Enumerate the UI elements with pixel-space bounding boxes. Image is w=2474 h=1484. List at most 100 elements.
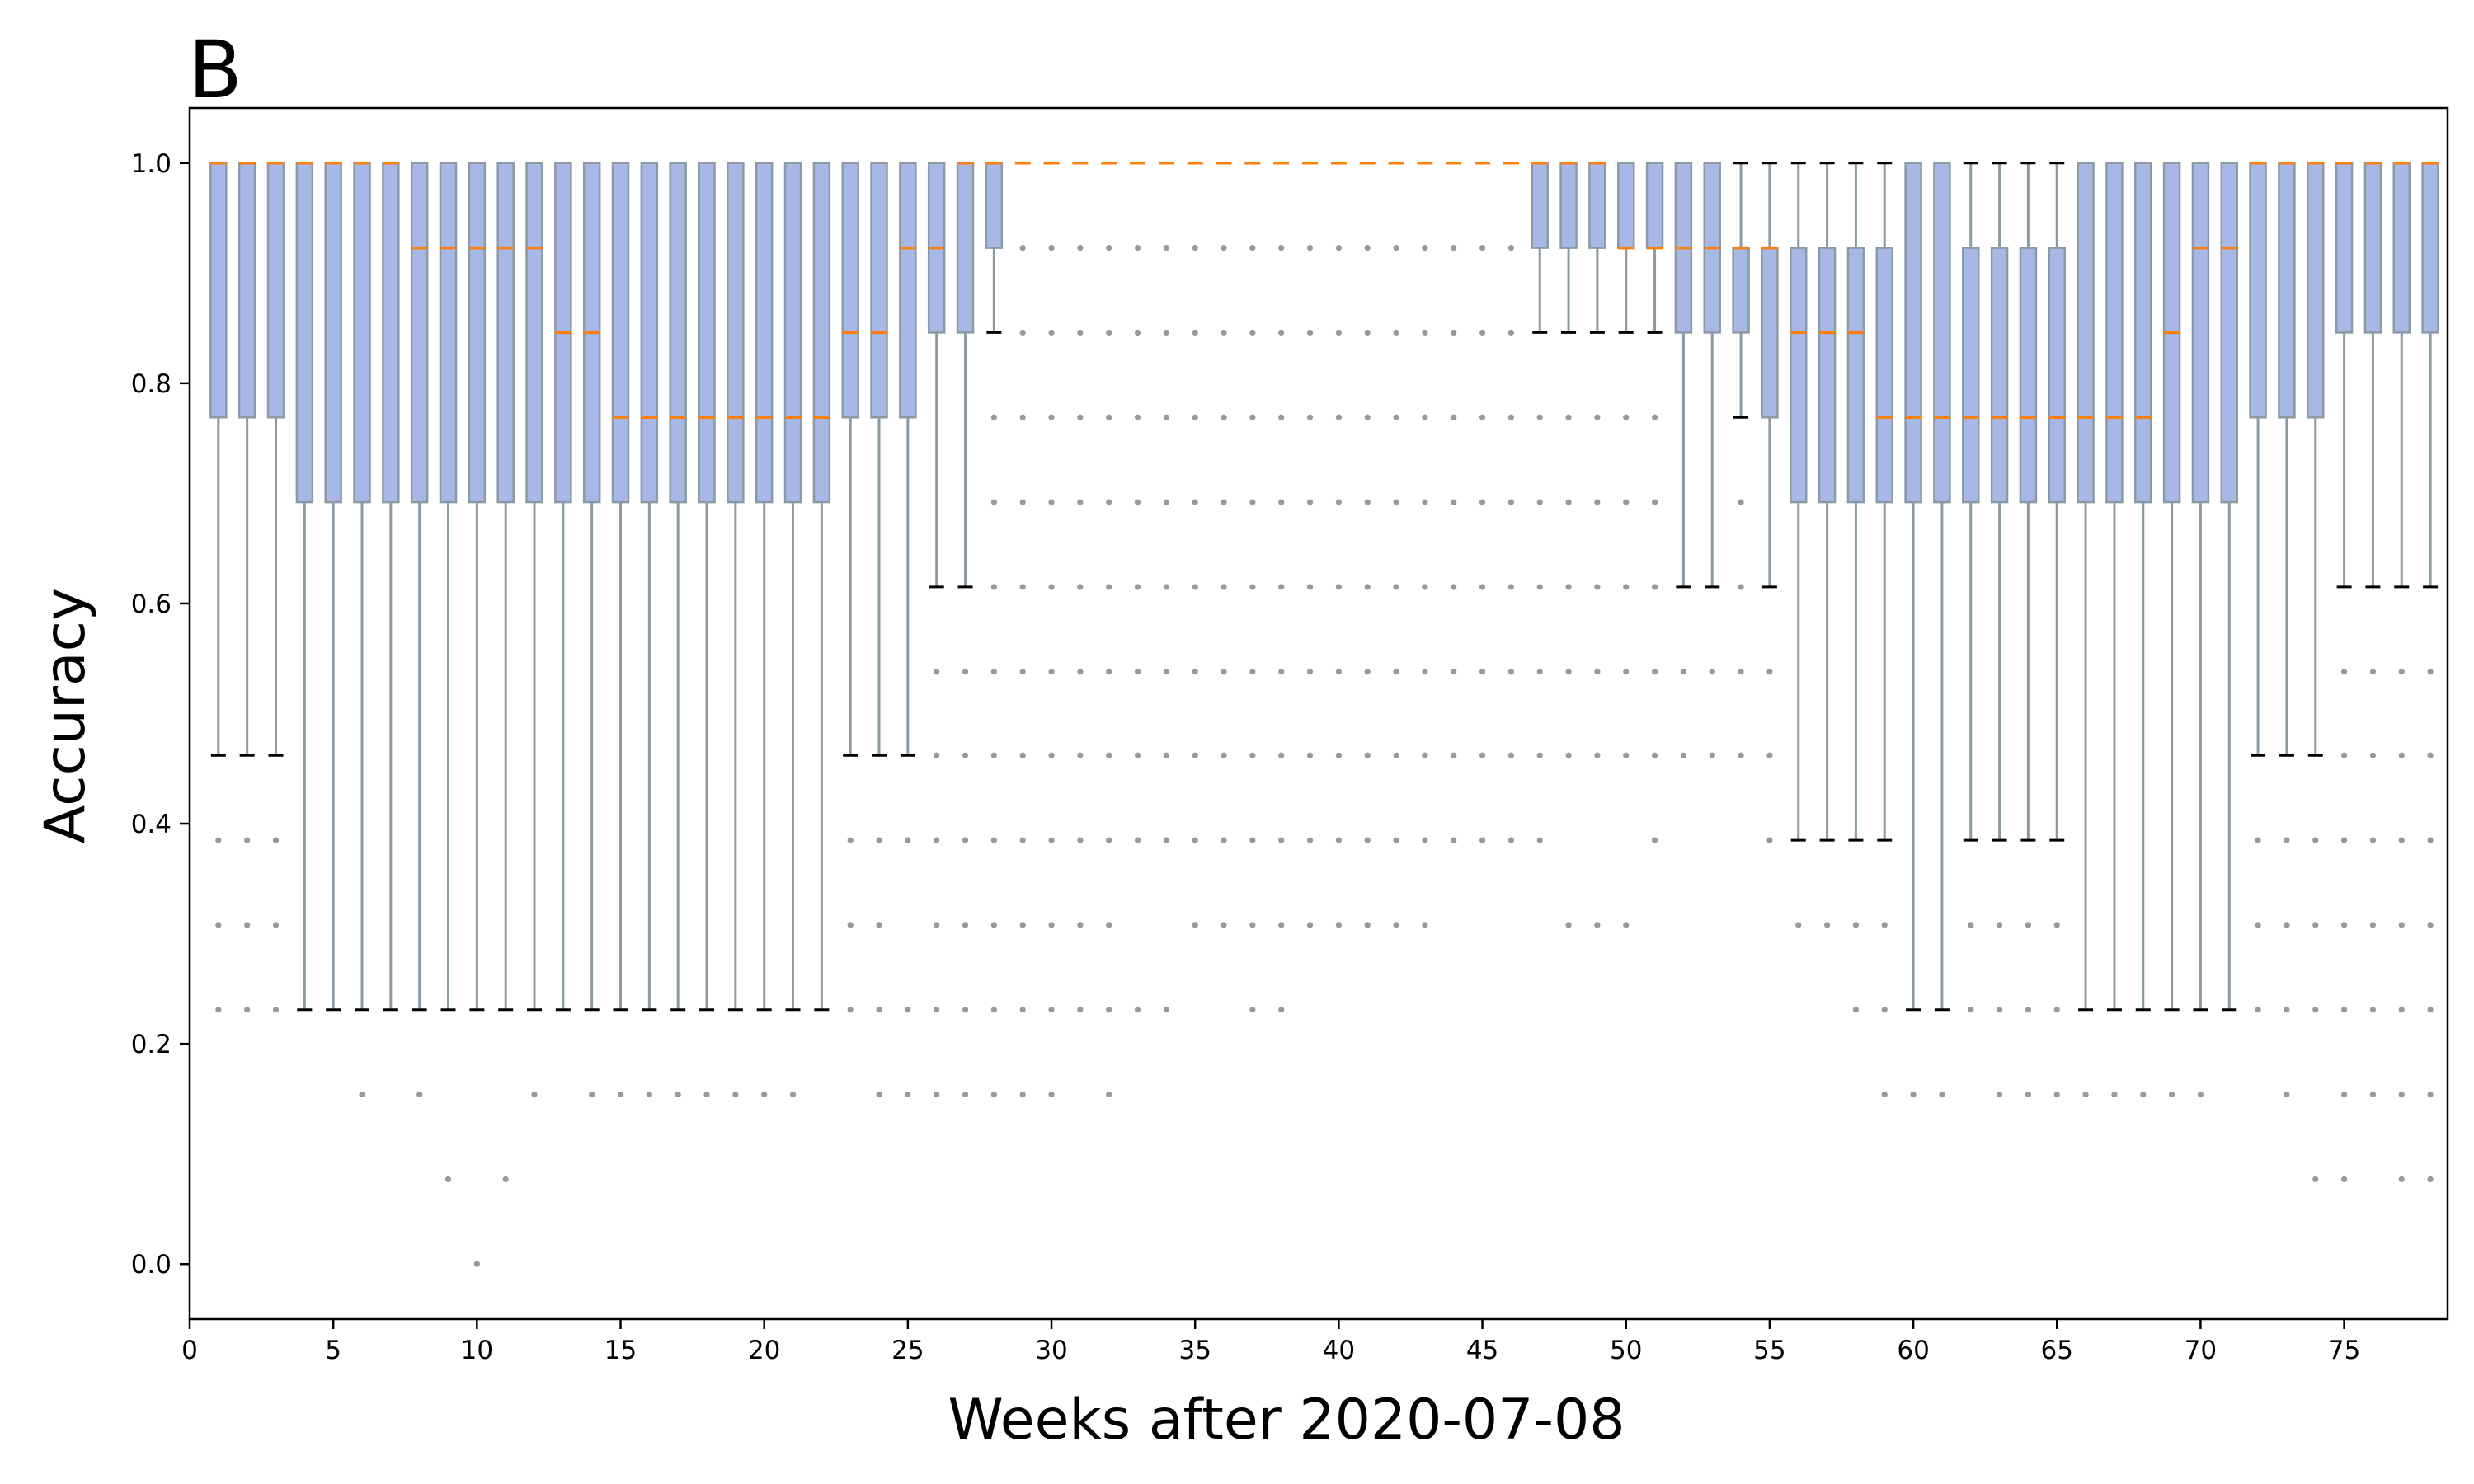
- x-tick-label: 10: [461, 1336, 493, 1365]
- flier-point: [1106, 414, 1112, 420]
- iqr-box: [2307, 162, 2325, 419]
- flier-point: [934, 669, 940, 675]
- boxplot-week-18: [698, 162, 716, 1098]
- flier-point: [1221, 669, 1227, 675]
- flier-point: [1106, 837, 1112, 843]
- flier-point: [1335, 669, 1342, 675]
- boxplot-week-42: [1388, 162, 1404, 928]
- iqr-box: [209, 162, 228, 419]
- flier-point: [2369, 1091, 2377, 1098]
- flier-point: [934, 922, 940, 928]
- flier-point: [1479, 837, 1486, 843]
- flier-point: [1335, 922, 1342, 928]
- flier-point: [1422, 837, 1428, 843]
- flier-point: [531, 1091, 538, 1098]
- iqr-box: [266, 162, 285, 419]
- flier-point: [1536, 499, 1543, 505]
- flier-point: [1536, 414, 1543, 420]
- flier-point: [1536, 837, 1543, 843]
- flier-point: [1364, 669, 1371, 675]
- flier-point: [1422, 584, 1428, 590]
- flier-point: [1192, 837, 1198, 843]
- flier-point: [1077, 414, 1084, 420]
- flier-point: [1048, 414, 1055, 420]
- boxplot-week-26: [927, 162, 946, 1098]
- iqr-box: [2105, 162, 2124, 504]
- flier-point: [2025, 922, 2032, 928]
- iqr-box: [410, 162, 429, 504]
- boxplot-week-69: [2162, 162, 2181, 1098]
- flier-point: [990, 837, 997, 843]
- iqr-box: [1961, 247, 1980, 504]
- boxplot-week-66: [2077, 162, 2095, 1098]
- boxplot-week-48: [1559, 162, 1578, 928]
- boxplot-week-70: [2191, 162, 2210, 1098]
- flier-point: [934, 1007, 940, 1013]
- iqr-box: [1846, 247, 1865, 504]
- flier-point: [2340, 1176, 2348, 1182]
- flier-point: [990, 752, 997, 758]
- flier-point: [2082, 1091, 2089, 1098]
- flier-point: [962, 1007, 969, 1013]
- flier-point: [1594, 752, 1601, 758]
- flier-point: [1451, 669, 1457, 675]
- flier-point: [1163, 1007, 1169, 1013]
- flier-point: [1221, 922, 1227, 928]
- flier-point: [1106, 584, 1112, 590]
- iqr-box: [1875, 247, 1893, 504]
- x-tick-label: 15: [604, 1336, 637, 1365]
- flier-point: [1163, 584, 1169, 590]
- boxplot-week-53: [1703, 162, 1721, 758]
- iqr-box: [2363, 162, 2382, 334]
- boxplot-week-54: [1732, 162, 1750, 758]
- flier-point: [2284, 1007, 2290, 1013]
- flier-point: [1077, 837, 1084, 843]
- flier-point: [1335, 499, 1342, 505]
- flier-point: [2255, 837, 2261, 843]
- flier-point: [905, 1091, 911, 1098]
- iqr-box: [324, 162, 342, 504]
- boxplot-week-73: [2278, 162, 2296, 1098]
- boxplot-week-45: [1475, 162, 1491, 843]
- flier-point: [1134, 329, 1141, 336]
- flier-point: [1163, 837, 1169, 843]
- flier-point: [1019, 499, 1026, 505]
- flier-point: [1306, 414, 1314, 420]
- boxplot-week-50: [1616, 162, 1635, 928]
- flier-point: [2312, 922, 2319, 928]
- flier-point: [2427, 1091, 2434, 1098]
- flier-point: [2140, 1091, 2147, 1098]
- boxplot-week-71: [2220, 162, 2239, 1012]
- flier-point: [1364, 329, 1371, 336]
- boxplot-week-49: [1588, 162, 1606, 928]
- flier-point: [1507, 329, 1514, 336]
- flier-point: [2053, 922, 2060, 928]
- iqr-box: [525, 162, 543, 504]
- flier-point: [1479, 245, 1486, 251]
- x-tick-label: 45: [1466, 1336, 1498, 1365]
- flier-point: [1623, 414, 1630, 420]
- boxplot-week-56: [1789, 162, 1808, 928]
- boxplot-week-31: [1072, 162, 1089, 1013]
- flier-point: [1651, 837, 1658, 843]
- flier-point: [1019, 669, 1026, 675]
- flier-point: [847, 922, 854, 928]
- boxplot-week-52: [1674, 162, 1693, 758]
- flier-point: [1221, 584, 1227, 590]
- iqr-box: [1531, 162, 1549, 249]
- flier-point: [1106, 752, 1112, 758]
- flier-point: [1594, 584, 1601, 590]
- flier-point: [1393, 837, 1399, 843]
- flier-point: [1306, 837, 1314, 843]
- flier-point: [1048, 245, 1055, 251]
- boxplot-week-75: [2335, 162, 2354, 1182]
- flier-point: [1852, 1007, 1860, 1013]
- flier-point: [1996, 1091, 2003, 1098]
- flier-point: [1306, 669, 1314, 675]
- boxplot-week-13: [554, 162, 572, 1012]
- flier-point: [876, 1007, 882, 1013]
- iqr-box: [2048, 247, 2066, 504]
- flier-point: [1077, 922, 1084, 928]
- flier-point: [847, 1007, 854, 1013]
- flier-point: [244, 922, 251, 928]
